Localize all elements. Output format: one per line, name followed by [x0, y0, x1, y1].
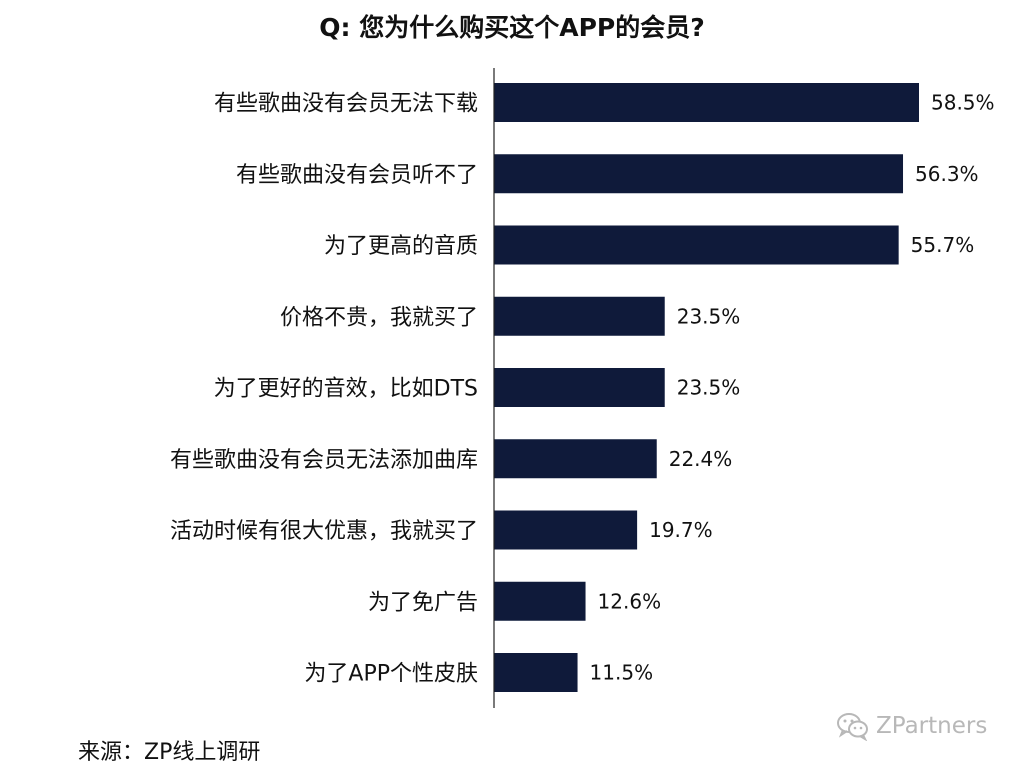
watermark: ZPartners — [836, 711, 987, 741]
bar — [494, 581, 586, 621]
source-note: 来源：ZP线上调研 — [78, 740, 261, 765]
category-label: 有些歌曲没有会员无法下载 — [214, 92, 478, 117]
bar — [494, 439, 657, 479]
bar — [494, 296, 665, 336]
bar — [494, 510, 638, 550]
category-label: 价格不贵，我就买了 — [280, 305, 478, 330]
data-label: 58.5% — [931, 91, 995, 115]
bar — [494, 653, 578, 692]
data-label: 22.4% — [669, 447, 733, 471]
data-label: 23.5% — [677, 304, 741, 328]
category-label: 为了免广告 — [368, 590, 478, 615]
category-label: 有些歌曲没有会员听不了 — [236, 163, 478, 188]
data-label: 23.5% — [677, 376, 741, 400]
bar — [494, 225, 899, 265]
data-label: 56.3% — [915, 162, 979, 186]
data-label: 55.7% — [911, 233, 975, 257]
bar — [494, 368, 665, 407]
data-label: 12.6% — [598, 589, 662, 613]
category-label: 为了更好的音效，比如DTS — [214, 377, 478, 402]
wechat-icon — [836, 711, 870, 741]
category-label: 活动时候有很大优惠，我就买了 — [170, 519, 478, 544]
category-label: 为了APP个性皮肤 — [304, 662, 478, 687]
category-label: 为了更高的音质 — [324, 234, 478, 259]
data-label: 19.7% — [649, 518, 713, 542]
data-label: 11.5% — [590, 661, 654, 685]
bar — [494, 154, 904, 194]
bar — [494, 83, 919, 122]
category-label: 有些歌曲没有会员无法添加曲库 — [170, 448, 478, 473]
watermark-text: ZPartners — [876, 713, 988, 739]
bars-group: 有些歌曲没有会员无法下载 58.5% 有些歌曲没有会员听不了 56.3% 为了更高的音质… — [170, 83, 995, 692]
chart-title: Q: 您为什么购买这个APP的会员? — [319, 13, 705, 42]
